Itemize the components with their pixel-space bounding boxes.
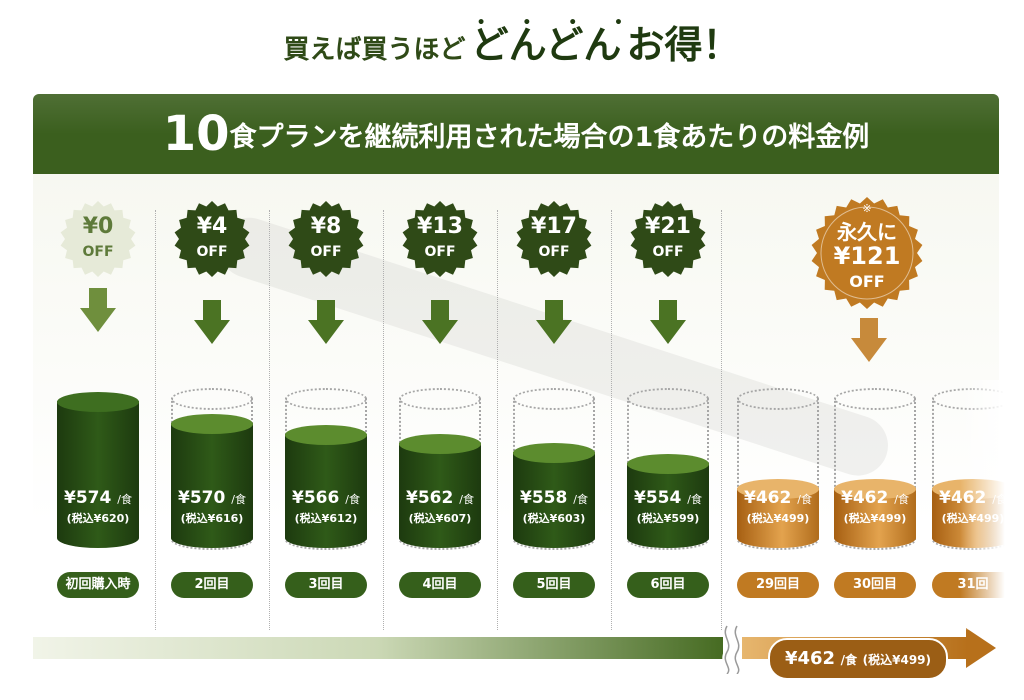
- price-unit: /食: [797, 493, 812, 506]
- discount-badge: ¥8 OFF: [287, 200, 365, 278]
- gold-starburst-icon: [811, 197, 923, 309]
- purchase-count-pill: 3回目: [285, 572, 367, 598]
- discount-badge: ¥0 OFF: [59, 200, 137, 278]
- edge-fade: [960, 380, 1024, 630]
- price-unit: /食: [345, 493, 360, 506]
- forever-amount: ¥121: [833, 242, 901, 270]
- green-starburst-icon: [516, 201, 592, 277]
- down-arrow-icon: [650, 300, 686, 346]
- price-unit: /食: [231, 493, 246, 506]
- banner-number: 10: [162, 106, 230, 162]
- note-mark: ※: [862, 202, 872, 215]
- price-unit: /食: [894, 493, 909, 506]
- badge-off: OFF: [652, 244, 684, 260]
- badge-amount: ¥4: [196, 214, 228, 239]
- green-starburst-icon: [174, 201, 250, 277]
- banner-title: 食プランを継続利用された場合の1食あたりの料金例: [229, 122, 870, 153]
- green-starburst-icon: [630, 201, 706, 277]
- purchase-count-pill: 2回目: [171, 572, 253, 598]
- badge-off: OFF: [310, 244, 342, 260]
- column-separator: [269, 210, 270, 630]
- price-value: ¥558: [520, 488, 568, 508]
- column-separator: [383, 210, 384, 630]
- price-value: ¥574: [64, 488, 112, 508]
- badge-amount: ¥0: [82, 214, 114, 239]
- final-price-pill: ¥462 /食 (税込¥499): [768, 638, 948, 680]
- price-tax: (税込¥603): [522, 512, 586, 525]
- badge-off: OFF: [538, 244, 570, 260]
- price-label: ¥562 /食 (税込¥607): [399, 488, 481, 526]
- light-starburst-icon: [60, 201, 136, 277]
- price-label: ¥566 /食 (税込¥612): [285, 488, 367, 526]
- down-arrow-icon: [80, 288, 116, 334]
- price-label: ¥558 /食 (税込¥603): [513, 488, 595, 526]
- price-label: ¥570 /食 (税込¥616): [171, 488, 253, 526]
- column-separator: [721, 210, 722, 630]
- price-unit: /食: [117, 493, 132, 506]
- price-label: ¥462 /食 (税込¥499): [834, 488, 916, 526]
- discount-badge: ¥21 OFF: [629, 200, 707, 278]
- badge-amount: ¥8: [310, 214, 342, 239]
- progress-bar-green: [33, 637, 723, 659]
- price-value: ¥462: [841, 488, 889, 508]
- purchase-count-pill: 29回目: [737, 572, 819, 598]
- headline-part1: 買えば買うほど: [283, 35, 466, 65]
- price-tax: (税込¥607): [408, 512, 472, 525]
- price-label: ¥554 /食 (税込¥599): [627, 488, 709, 526]
- price-unit: /食: [459, 493, 474, 506]
- forever-discount-badge: ※ 永久に ¥121 OFF: [810, 196, 924, 310]
- discount-badge: ¥13 OFF: [401, 200, 479, 278]
- price-unit: /食: [687, 493, 702, 506]
- purchase-count-pill: 初回購入時: [57, 572, 139, 598]
- down-arrow-icon: [194, 300, 230, 346]
- green-starburst-icon: [288, 201, 364, 277]
- column-separator: [611, 210, 612, 630]
- price-value: ¥562: [406, 488, 454, 508]
- price-tax: (税込¥599): [636, 512, 700, 525]
- badge-off: OFF: [424, 244, 456, 260]
- price-value: ¥554: [634, 488, 682, 508]
- column-separator: [155, 210, 156, 630]
- price-value: ¥566: [292, 488, 340, 508]
- green-starburst-icon: [402, 201, 478, 277]
- price-value: ¥570: [178, 488, 226, 508]
- purchase-count-pill: 4回目: [399, 572, 481, 598]
- price-label: ¥462 /食 (税込¥499): [737, 488, 819, 526]
- down-arrow-icon: [308, 300, 344, 346]
- emphasis-dots: • • • •: [476, 15, 639, 31]
- discount-badge: ¥17 OFF: [515, 200, 593, 278]
- price-tax: (税込¥620): [66, 512, 130, 525]
- break-wave-icon: [722, 624, 742, 674]
- badge-amount: ¥13: [417, 214, 463, 239]
- badge-amount: ¥17: [531, 214, 577, 239]
- down-arrow-icon: [422, 300, 458, 346]
- price-label: ¥574 /食 (税込¥620): [57, 488, 139, 526]
- purchase-count-pill: 30回目: [834, 572, 916, 598]
- forever-off: OFF: [849, 272, 885, 291]
- headline: 買えば買うほど • • • • どんどん お得！: [0, 14, 1024, 69]
- badge-amount: ¥21: [645, 214, 691, 239]
- discount-badge: ¥4 OFF: [173, 200, 251, 278]
- price-tax: (税込¥499): [843, 512, 907, 525]
- headline-part2: • • • • どんどん: [470, 15, 639, 67]
- forever-label: 永久に: [837, 220, 897, 244]
- headline-part3: お得！: [626, 23, 741, 67]
- purchase-count-pill: 5回目: [513, 572, 595, 598]
- down-arrow-icon: [536, 300, 572, 346]
- column-separator: [497, 210, 498, 630]
- gold-arrow-icon: [851, 318, 887, 364]
- arrow-head-icon: [966, 628, 996, 668]
- badge-off: OFF: [82, 244, 114, 260]
- price-tax: (税込¥612): [294, 512, 358, 525]
- price-tax: (税込¥616): [180, 512, 244, 525]
- price-value: ¥462: [744, 488, 792, 508]
- price-tax: (税込¥499): [746, 512, 810, 525]
- purchase-count-pill: 6回目: [627, 572, 709, 598]
- plan-banner: 10食プランを継続利用された場合の1食あたりの料金例: [33, 94, 999, 174]
- price-unit: /食: [573, 493, 588, 506]
- badge-off: OFF: [196, 244, 228, 260]
